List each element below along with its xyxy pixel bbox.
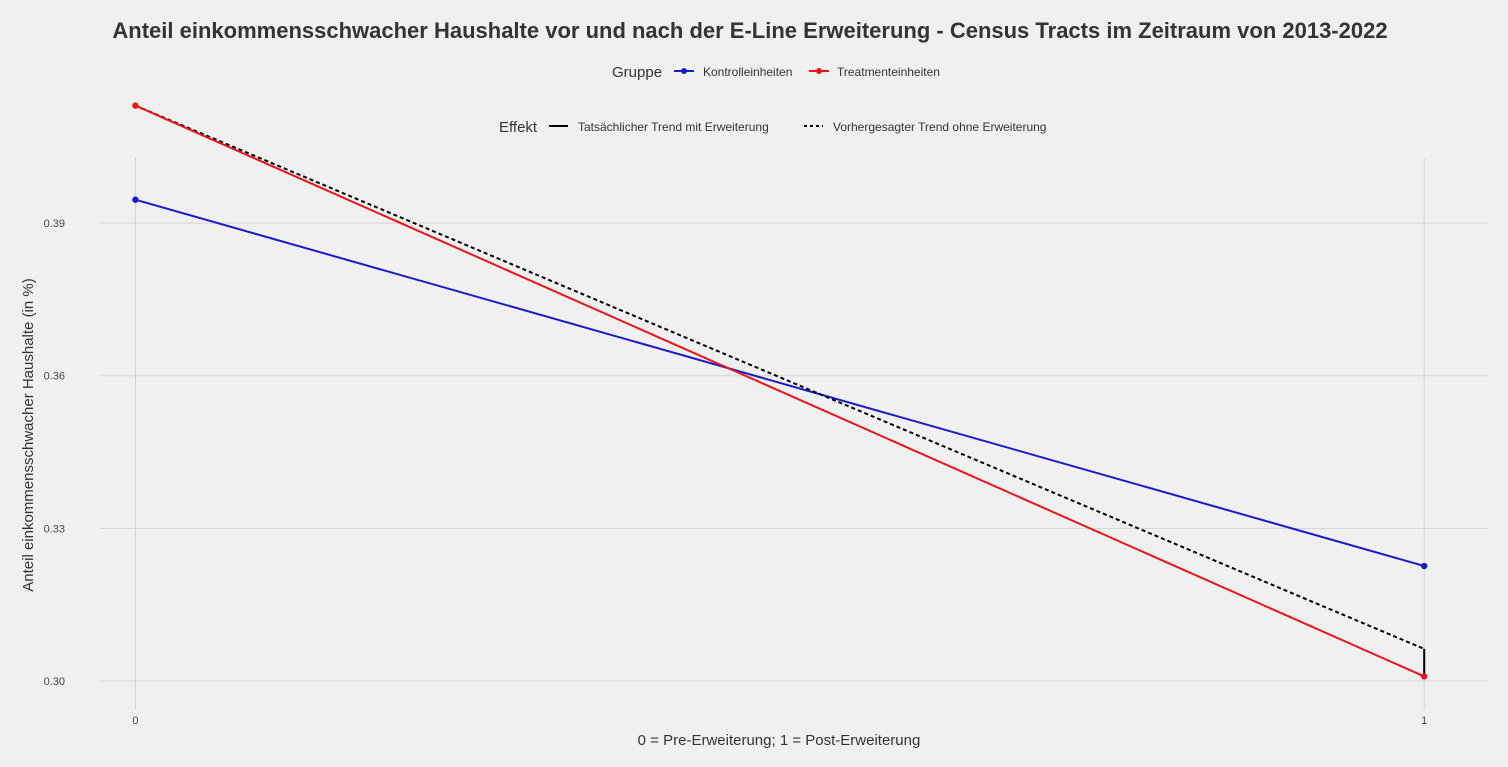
legend-label-actual: Tatsächlicher Trend mit Erweiterung [578,120,769,134]
series-layer [134,104,1426,678]
legend-label-kontroll: Kontrolleinheiten [703,65,792,79]
legend-key-kontroll-point [681,68,687,74]
legend-label-treatment: Treatmenteinheiten [837,65,940,79]
legend-label-predicted: Vorhergesagter Trend ohne Erweiterung [833,120,1046,134]
points-layer [132,102,1428,680]
chart-title: Anteil einkommensschwacher Haushalte vor… [112,18,1387,43]
legend-gruppe-title: Gruppe [612,64,662,81]
series-point-1 [1421,673,1428,680]
y-tick-label: 0.39 [44,218,65,230]
gridlines [100,158,1488,710]
y-tick-label: 0.30 [44,676,65,688]
y-tick-label: 0.33 [44,523,65,535]
series-point-1 [132,102,139,109]
y-axis-label: Anteil einkommensschwacher Haushalte (in… [20,278,37,591]
legend-key-treatment-point [816,68,822,74]
series-line-0 [135,198,1425,567]
series-point-0 [1421,562,1428,570]
legend-gruppe: Gruppe Kontrolleinheiten Treatmenteinhei… [612,64,940,81]
series-line-1 [134,104,1425,678]
legend-effekt-title: Effekt [499,119,538,136]
x-tick-label: 1 [1421,715,1427,727]
y-tick-label: 0.36 [44,371,65,383]
y-tick-labels: 0.30 0.33 0.36 0.39 [44,218,65,688]
series-point-0 [132,196,139,203]
series-line-2 [135,104,1425,650]
x-tick-label: 0 [132,715,138,727]
legend-effekt: Effekt Tatsächlicher Trend mit Erweiteru… [499,119,1046,136]
x-axis-label: 0 = Pre-Erweiterung; 1 = Post-Erweiterun… [638,732,921,749]
